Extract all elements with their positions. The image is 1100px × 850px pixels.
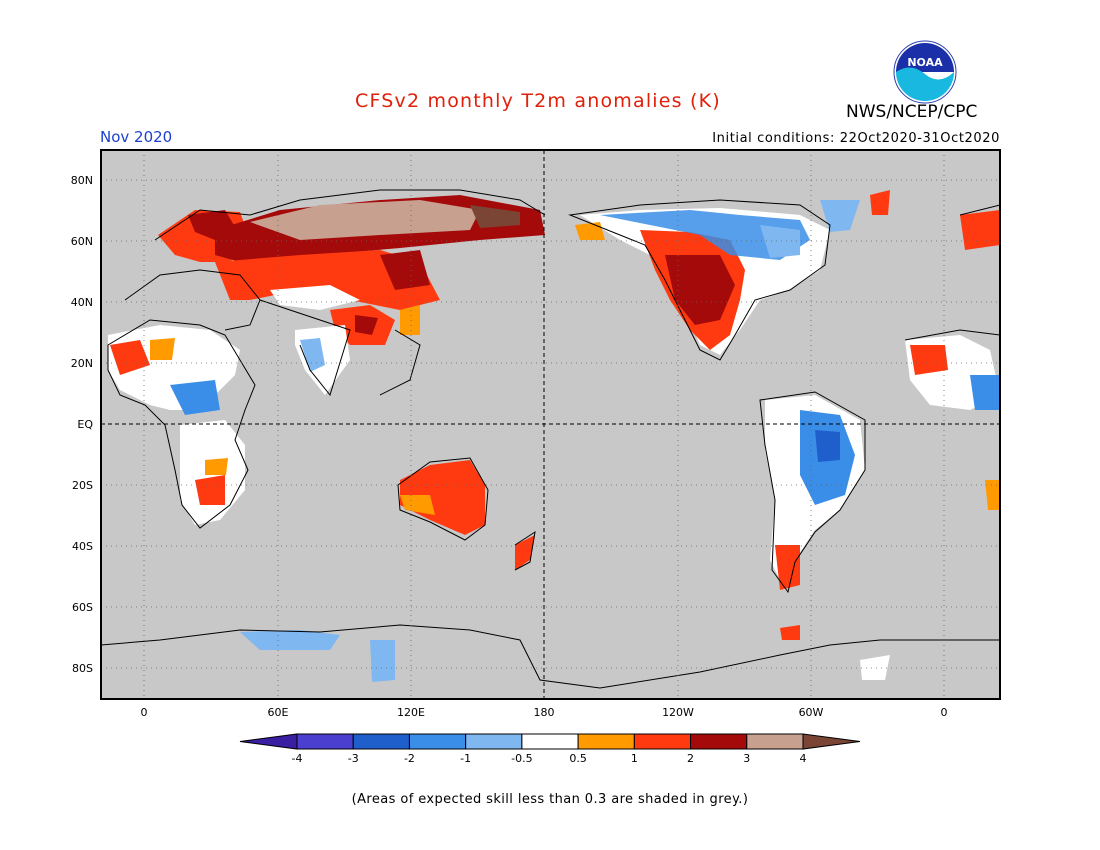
lat-label: 60S <box>72 601 93 614</box>
coastlines <box>101 189 1000 689</box>
lat-label: 20N <box>71 357 93 370</box>
initial-conditions: Initial conditions: 22Oct2020-31Oct2020 <box>712 131 1000 146</box>
lat-label: 80S <box>72 662 93 675</box>
colorbar: -4 -3 -2 -1 -0.5 0.5 1 2 3 4 <box>239 733 861 765</box>
colorbar-extend-low <box>239 733 298 750</box>
colorbar-tick-label: -2 <box>404 752 415 765</box>
lat-label: EQ <box>77 418 93 431</box>
colorbar-swatch <box>296 733 354 750</box>
lon-label: 120E <box>397 706 425 719</box>
colorbar-swatch <box>408 733 467 750</box>
lon-label: 0 <box>941 706 948 719</box>
map-title: CFSv2 monthly T2m anomalies (K) <box>355 90 721 112</box>
colorbar-tick-label: 4 <box>800 752 807 765</box>
colorbar-tick-label: 3 <box>743 752 750 765</box>
lat-label: 20S <box>72 479 93 492</box>
anomaly-shading <box>108 190 1000 682</box>
map-frame <box>100 149 1001 700</box>
colorbar-swatch <box>690 733 748 750</box>
lat-label: 40S <box>72 540 93 553</box>
lon-label: 60E <box>268 706 289 719</box>
colorbar-tick-label: -1 <box>460 752 471 765</box>
lon-label: 0 <box>141 706 148 719</box>
colorbar-swatch <box>352 733 410 750</box>
lon-label: 120W <box>662 706 694 719</box>
colorbar-extend-high <box>802 733 861 750</box>
colorbar-swatch <box>633 733 692 750</box>
colorbar-tick-label: -3 <box>348 752 359 765</box>
lat-label: 40N <box>71 296 93 309</box>
colorbar-tick-label: 2 <box>687 752 694 765</box>
lat-label: 80N <box>71 174 93 187</box>
noaa-logo: NOAA <box>893 40 957 104</box>
colorbar-swatch <box>521 733 579 750</box>
forecast-month: Nov 2020 <box>100 128 173 146</box>
lon-label: 180 <box>534 706 555 719</box>
colorbar-swatch <box>577 733 635 750</box>
colorbar-tick-label: -0.5 <box>511 752 532 765</box>
agency-label: NWS/NCEP/CPC <box>846 102 978 122</box>
colorbar-swatch <box>746 733 804 750</box>
skill-note: (Areas of expected skill less than 0.3 a… <box>351 792 749 807</box>
svg-text:NOAA: NOAA <box>907 56 943 69</box>
colorbar-tick-label: 0.5 <box>569 752 587 765</box>
colorbar-swatch <box>465 733 523 750</box>
colorbar-tick-label: 1 <box>631 752 638 765</box>
lon-label: 60W <box>799 706 824 719</box>
lat-label: 60N <box>71 235 93 248</box>
colorbar-tick-label: -4 <box>292 752 303 765</box>
latitude-labels: 80N 60N 40N 20N EQ 20S 40S 60S 80S <box>71 174 94 675</box>
longitude-labels: 0 60E 120E 180 120W 60W 0 <box>141 706 948 719</box>
